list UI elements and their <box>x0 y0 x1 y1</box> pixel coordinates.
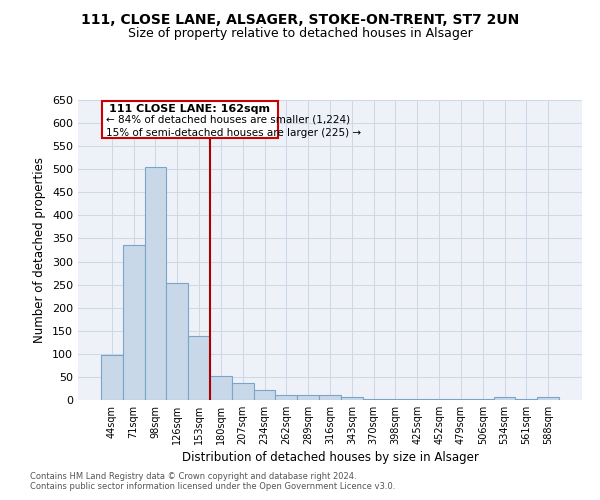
Bar <box>101 355 123 400</box>
Y-axis label: Number of detached properties: Number of detached properties <box>34 157 46 343</box>
Text: ← 84% of detached houses are smaller (1,224): ← 84% of detached houses are smaller (1,… <box>106 114 350 124</box>
Bar <box>515 399 537 400</box>
Bar <box>166 283 188 400</box>
Text: Distribution of detached houses by size in Alsager: Distribution of detached houses by size … <box>182 451 478 464</box>
Bar <box>275 396 297 400</box>
Bar <box>494 397 515 400</box>
Text: 111 CLOSE LANE: 162sqm: 111 CLOSE LANE: 162sqm <box>109 104 271 114</box>
Bar <box>537 397 559 400</box>
Bar <box>319 396 341 400</box>
Bar <box>297 396 319 400</box>
FancyBboxPatch shape <box>102 101 278 138</box>
Bar <box>363 399 385 400</box>
Bar <box>428 399 450 400</box>
Bar <box>123 246 145 400</box>
Bar <box>188 336 210 400</box>
Text: Contains public sector information licensed under the Open Government Licence v3: Contains public sector information licen… <box>30 482 395 491</box>
Bar <box>385 399 406 400</box>
Bar <box>210 376 232 400</box>
Text: Size of property relative to detached houses in Alsager: Size of property relative to detached ho… <box>128 28 472 40</box>
Bar <box>341 397 363 400</box>
Bar <box>450 399 472 400</box>
Bar <box>232 383 254 400</box>
Bar <box>254 390 275 400</box>
Text: 15% of semi-detached houses are larger (225) →: 15% of semi-detached houses are larger (… <box>106 128 361 138</box>
Text: Contains HM Land Registry data © Crown copyright and database right 2024.: Contains HM Land Registry data © Crown c… <box>30 472 356 481</box>
Text: 111, CLOSE LANE, ALSAGER, STOKE-ON-TRENT, ST7 2UN: 111, CLOSE LANE, ALSAGER, STOKE-ON-TRENT… <box>81 12 519 26</box>
Bar <box>406 399 428 400</box>
Bar <box>472 399 494 400</box>
Bar <box>145 168 166 400</box>
